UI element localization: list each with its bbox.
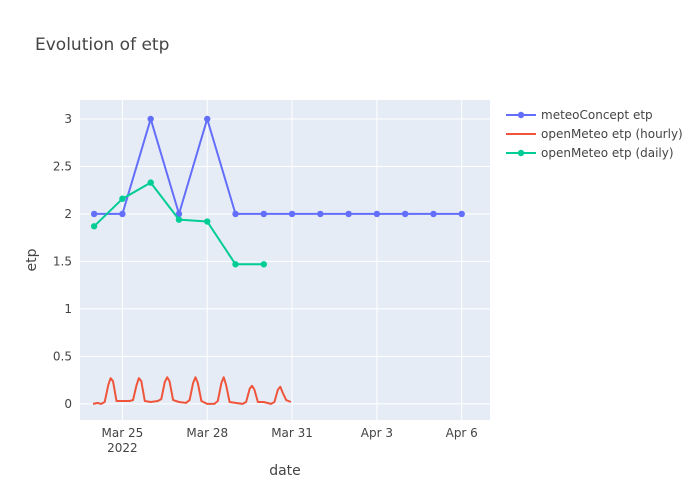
legend-label: openMeteo etp (hourly)	[541, 127, 683, 141]
data-point	[204, 218, 211, 225]
legend-item[interactable]: openMeteo etp (hourly)	[506, 127, 683, 141]
data-point	[232, 261, 239, 268]
y-tick-labels: 0 0.5 1 1.5 2 2.5 3	[53, 112, 72, 411]
legend-item[interactable]: openMeteo etp (daily)	[506, 146, 674, 160]
data-point	[232, 210, 239, 218]
y-tick-label: 1.5	[53, 254, 72, 268]
x-tick-label: Mar 28	[186, 426, 228, 440]
data-point	[175, 210, 183, 218]
series-2	[90, 179, 267, 268]
y-gridlines	[80, 118, 490, 405]
y-tick-label: 0.5	[53, 349, 72, 363]
chart-title: Evolution of etp	[35, 35, 169, 55]
data-point	[458, 210, 465, 218]
legend-item[interactable]: meteoConcept etp	[506, 108, 653, 122]
x-tick-label: Apr 6	[446, 426, 478, 440]
data-point	[288, 210, 296, 218]
data-point	[204, 115, 211, 123]
legend-label: openMeteo etp (daily)	[541, 146, 674, 160]
x-tick-label: Apr 3	[361, 426, 393, 440]
x-axis-title: date	[269, 463, 301, 479]
y-tick-label: 2.5	[53, 159, 72, 173]
y-tick-label: 2	[64, 207, 72, 221]
series-layer	[90, 115, 465, 405]
plot-background	[80, 100, 490, 420]
legend-label: meteoConcept etp	[541, 108, 653, 122]
data-point	[430, 210, 437, 218]
data-point	[147, 179, 154, 186]
data-point	[260, 261, 267, 268]
x-gridlines	[121, 100, 463, 420]
series-line	[94, 118, 462, 215]
legend[interactable]: meteoConcept etp openMeteo etp (hourly) op…	[506, 108, 683, 160]
y-tick-label: 0	[64, 397, 72, 411]
y-tick-label: 3	[64, 112, 72, 126]
data-point	[345, 210, 352, 218]
legend-marker	[517, 149, 525, 157]
x-tick-label: Mar 25	[102, 426, 144, 440]
series-line	[92, 376, 292, 405]
y-axis-title: etp	[24, 248, 40, 271]
data-point	[317, 210, 324, 218]
data-point	[90, 223, 98, 230]
series-0	[90, 115, 465, 218]
data-point	[260, 210, 267, 218]
data-point	[373, 210, 381, 218]
y-tick-label: 1	[64, 302, 72, 316]
legend-marker	[517, 111, 525, 119]
data-point	[401, 210, 409, 218]
data-point	[90, 210, 98, 218]
series-1	[92, 376, 292, 405]
x-tick-label: Mar 31	[271, 426, 313, 440]
data-point	[147, 115, 154, 123]
data-point	[119, 195, 126, 202]
data-point	[175, 216, 183, 223]
x-tick-sublabel: 2022	[107, 441, 138, 455]
data-point	[119, 210, 126, 218]
